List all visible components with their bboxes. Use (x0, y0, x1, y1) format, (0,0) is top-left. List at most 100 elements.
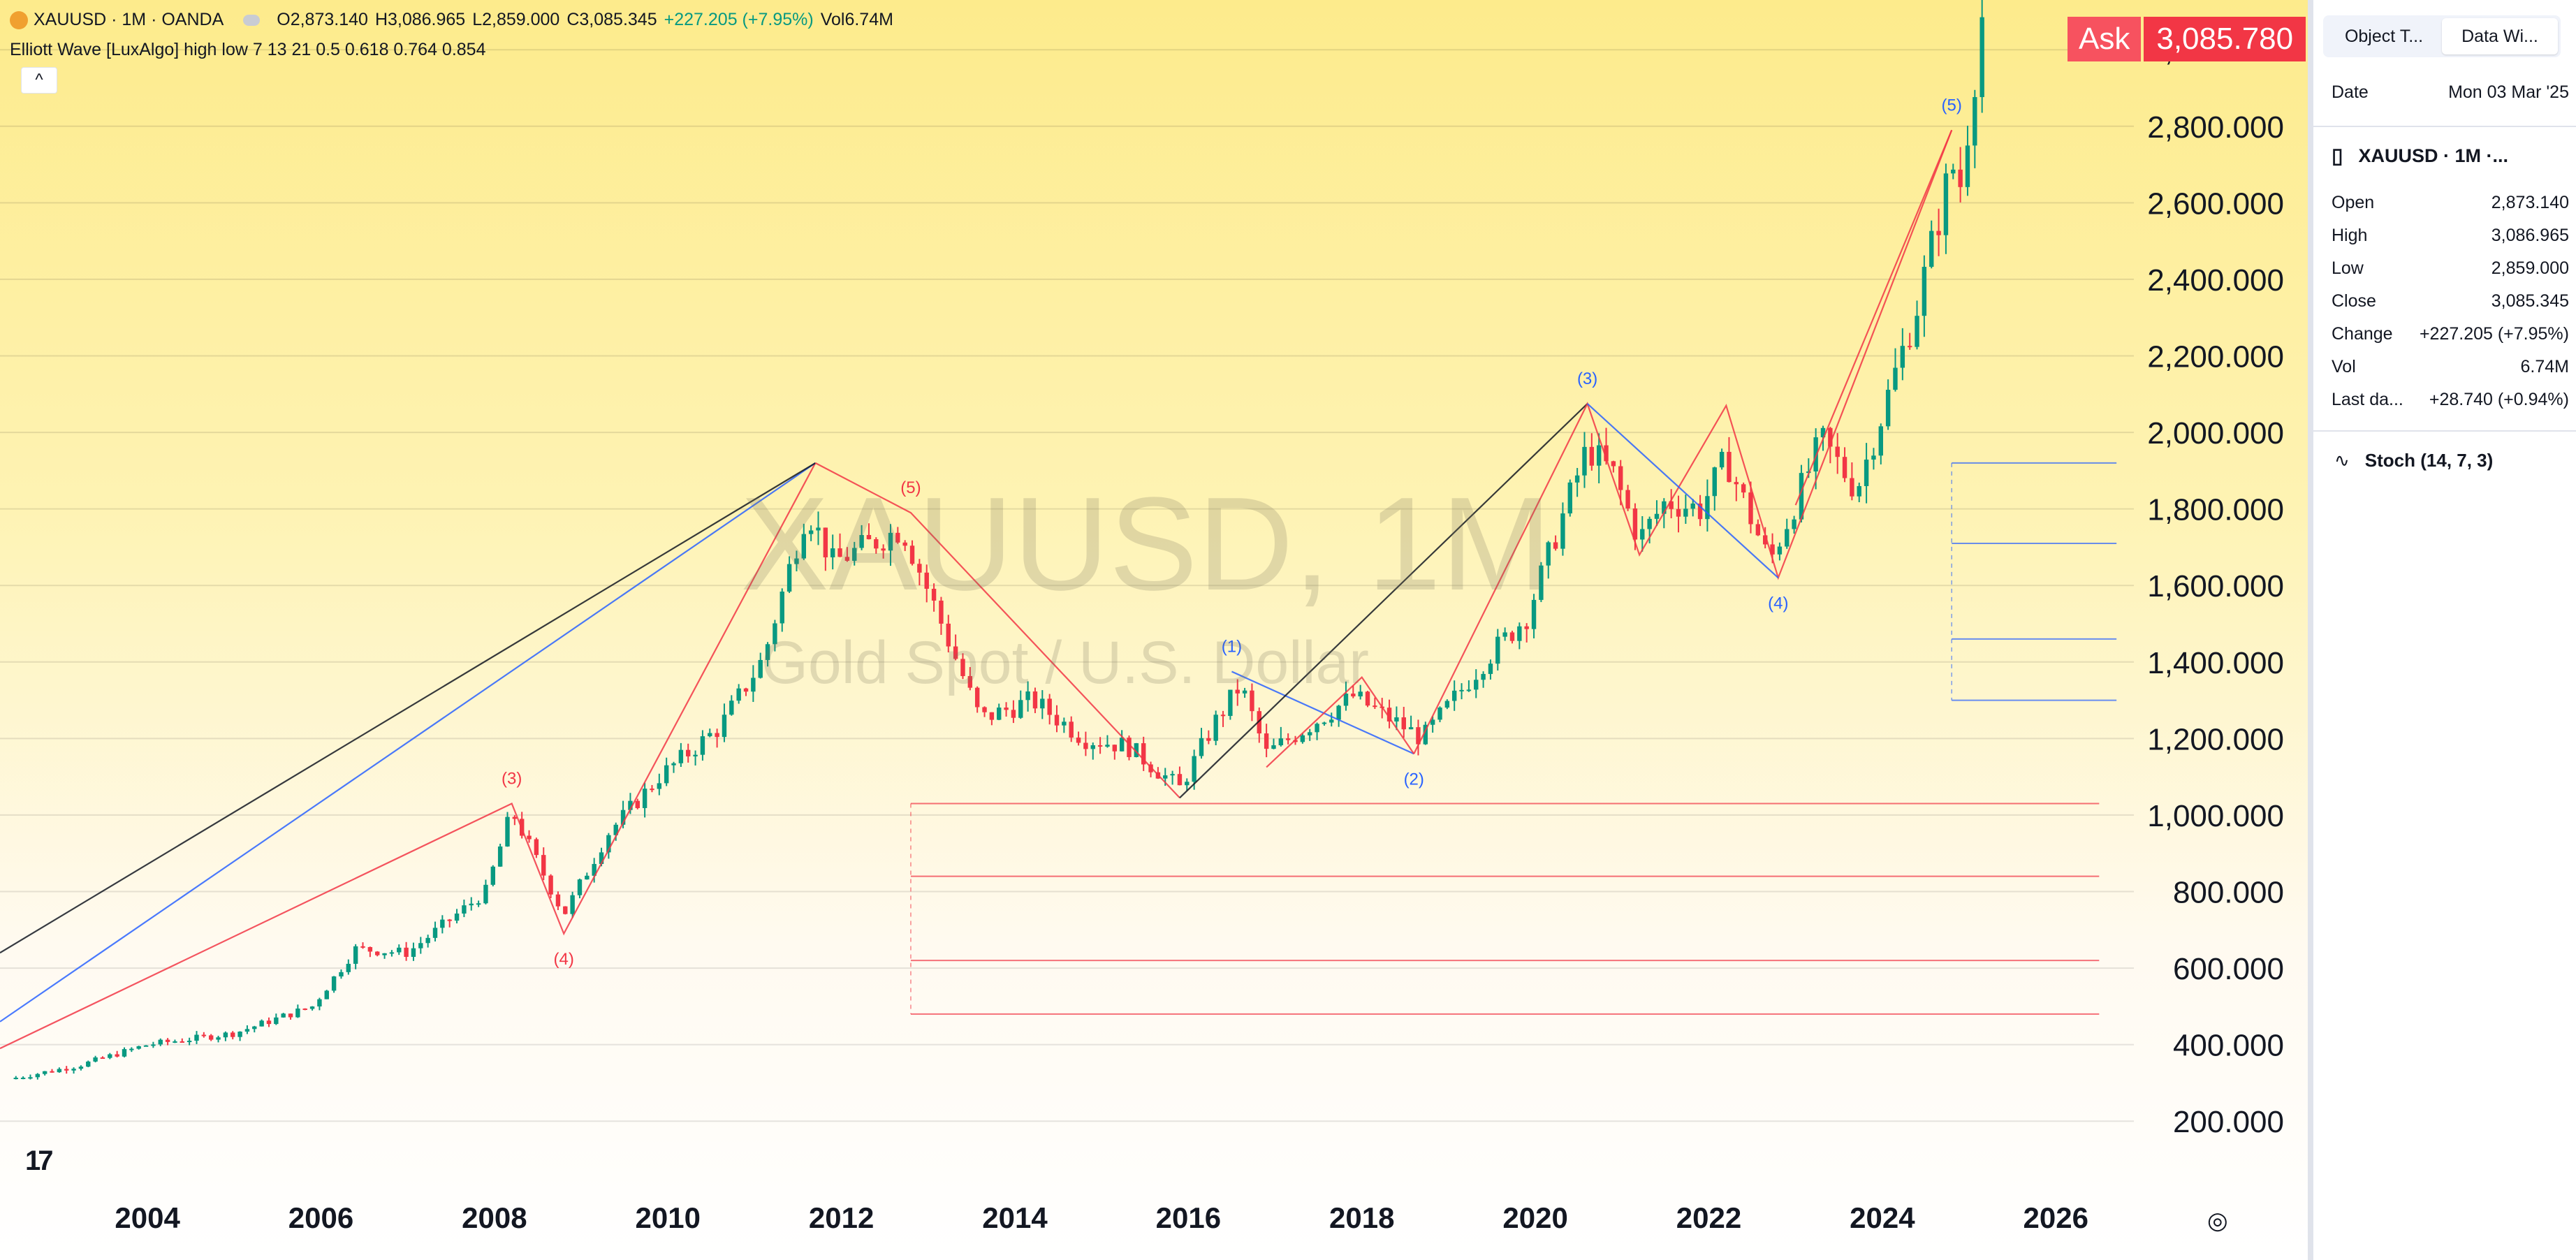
candle-body (881, 548, 886, 551)
candle-body (1885, 390, 1891, 427)
data-row-last-day: Last da... +28.740 (+0.94%) (2332, 390, 2569, 410)
candle-body (1271, 745, 1276, 749)
candle-body (1090, 745, 1095, 749)
candle-body (960, 659, 965, 676)
candle-body (288, 1013, 293, 1018)
candle-body (1589, 446, 1595, 466)
low-label: Low (2332, 258, 2364, 278)
candle-body (302, 1008, 307, 1010)
candle-body (1979, 17, 1984, 98)
symbol-title[interactable]: XAUUSD · 1M · OANDA (34, 10, 224, 29)
candle-body (490, 866, 496, 885)
candle-body (57, 1069, 62, 1073)
candle-body (1134, 743, 1139, 757)
candle-body (650, 789, 654, 791)
symbol-legend[interactable]: XAUUSD · 1M · OANDA O2,873.140 H3,086.96… (10, 10, 893, 30)
candle-body (281, 1013, 286, 1018)
candle-body (1560, 513, 1565, 549)
candle-body (252, 1026, 257, 1030)
candle-body (28, 1077, 33, 1079)
candle-body (1915, 316, 1919, 347)
candle-body (657, 783, 662, 789)
visibility-eye-icon[interactable] (243, 14, 261, 26)
candles-icon: ▯ (2332, 145, 2343, 168)
candle-body (1799, 473, 1804, 520)
tab-data-window[interactable]: Data Wi... (2442, 18, 2558, 54)
candle-body (671, 763, 676, 765)
candle-body (1365, 691, 1370, 706)
candle-body (1459, 689, 1464, 691)
candle-body (678, 749, 684, 763)
candle-body (1582, 446, 1587, 476)
candle-body (1871, 455, 1876, 460)
candle-body (1719, 451, 1725, 468)
collapse-chevron-icon[interactable]: ^ (21, 67, 57, 94)
settings-icon[interactable]: ◎ (2207, 1208, 2228, 1234)
candle-body (1264, 733, 1269, 749)
candle-body (1185, 782, 1190, 786)
tradingview-logo-icon[interactable]: 17 (25, 1145, 53, 1176)
date-label: Date (2332, 82, 2369, 102)
y-tick-label: 2,000.000 (2147, 416, 2284, 450)
x-tick-label: 2024 (1850, 1201, 1915, 1234)
candle-body (309, 1006, 315, 1009)
legend-low: L2,859.000 (472, 10, 560, 29)
indicator-legend[interactable]: Elliott Wave [LuxAlgo] high low 7 13 21 … (10, 40, 485, 60)
candle-body (440, 919, 445, 928)
candle-body (628, 800, 633, 810)
symbol-watermark: XAUUSD, 1M (740, 470, 1552, 618)
y-tick-label: 1,600.000 (2147, 569, 2284, 603)
x-tick-label: 2008 (462, 1201, 527, 1234)
candle-body (1748, 492, 1753, 525)
candle-body (844, 557, 850, 561)
candle-body (1329, 719, 1334, 723)
candle-body (837, 548, 842, 557)
date-value: Mon 03 Mar '25 (2448, 82, 2569, 102)
candle-body (1574, 475, 1580, 483)
candle-body (122, 1049, 127, 1057)
tab-object-tree[interactable]: Object T... (2344, 26, 2424, 46)
candle-body (1604, 445, 1609, 462)
gold-symbol-icon (10, 10, 28, 29)
candle-body (555, 894, 561, 907)
candle-body (259, 1020, 264, 1027)
candle-body (1907, 346, 1912, 348)
candle-body (42, 1071, 47, 1074)
candle-body (64, 1069, 69, 1071)
candle-body (1640, 529, 1645, 540)
candle-body (1213, 715, 1218, 741)
candle-body (173, 1041, 177, 1043)
high-value: 3,086.965 (2491, 226, 2569, 245)
close-label: Close (2332, 291, 2376, 311)
candle-body (1112, 745, 1118, 752)
y-tick-label: 2,600.000 (2147, 186, 2284, 221)
candle-body (158, 1039, 163, 1045)
candle-body (216, 1037, 221, 1040)
candle-body (982, 707, 987, 712)
indicator-title[interactable]: Elliott Wave [LuxAlgo] high low 7 13 21 … (10, 40, 486, 59)
y-tick-label: 1,000.000 (2147, 799, 2284, 833)
panel-tabs: Object T... Data Wi... (2323, 15, 2561, 57)
candle-body (1127, 738, 1132, 757)
candle-body (1936, 230, 1941, 235)
open-value: 2,873.140 (2491, 193, 2569, 212)
candle-body (1690, 503, 1695, 509)
candle-body (1850, 478, 1854, 497)
separator (2313, 430, 2576, 432)
chart-pane[interactable]: 200.000 400.000 600.000 800.000 1,000.000 1,2… (0, 0, 2308, 1260)
candle-body (86, 1061, 91, 1067)
candle-body (664, 765, 669, 784)
candle-body (115, 1054, 119, 1057)
candle-body (1943, 173, 1949, 235)
y-tick-label: 1,200.000 (2147, 722, 2284, 756)
candle-body (50, 1071, 54, 1073)
stoch-indicator-row[interactable]: ∿ Stoch (14, 7, 3) (2334, 450, 2493, 471)
candle-body (534, 839, 539, 856)
candle-body (1900, 346, 1905, 368)
candle-body (967, 675, 973, 688)
y-tick-label: 200.000 (2173, 1105, 2284, 1139)
data-window-symbol[interactable]: ▯ XAUUSD · 1M ·... (2332, 144, 2508, 168)
candle-body (469, 903, 474, 906)
panel-divider[interactable] (2308, 0, 2313, 1260)
candle-body (230, 1032, 235, 1037)
